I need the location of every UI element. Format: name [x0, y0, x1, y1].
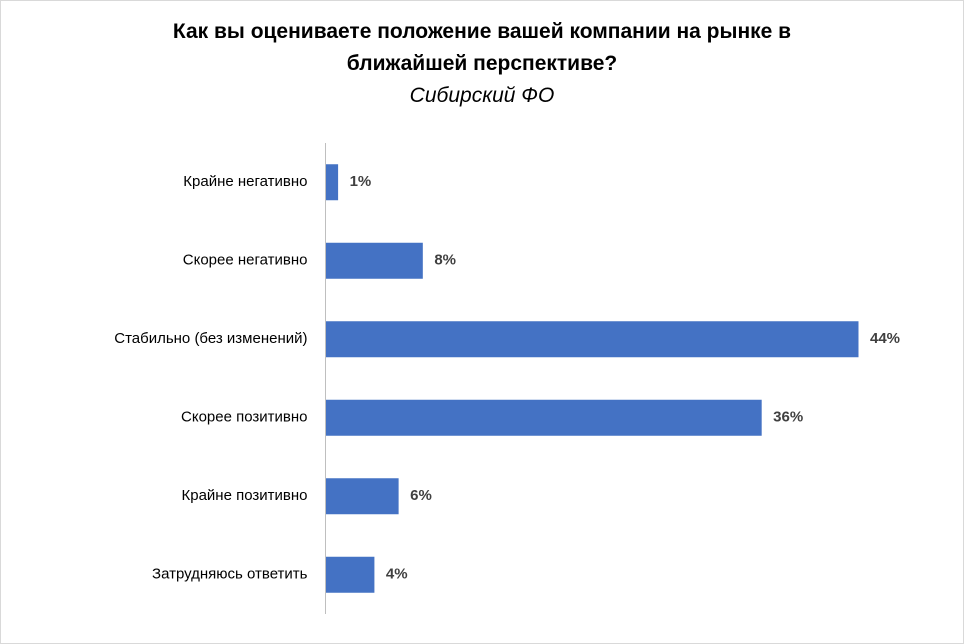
- chart-title-block: Как вы оцениваете положение вашей компан…: [0, 16, 964, 112]
- value-label: 6%: [410, 487, 432, 504]
- value-label: 8%: [434, 252, 456, 269]
- bar: [326, 556, 375, 593]
- bar: [326, 242, 423, 279]
- chart-subtitle: Сибирский ФО: [409, 84, 555, 107]
- chart-title: Как вы оцениваете положение вашей компан…: [172, 20, 792, 75]
- bar: [326, 164, 339, 201]
- bar: [326, 399, 762, 436]
- category-label: Стабильно (без изменений): [114, 330, 307, 347]
- value-label: 1%: [350, 173, 372, 190]
- category-label: Скорее позитивно: [181, 409, 308, 426]
- category-label: Крайне негативно: [183, 173, 307, 190]
- category-label: Скорее негативно: [183, 252, 308, 269]
- value-label: 44%: [870, 330, 900, 347]
- category-label: Затрудняюсь ответить: [152, 566, 308, 583]
- value-label: 4%: [386, 566, 408, 583]
- value-label: 36%: [773, 409, 803, 426]
- bar: [326, 478, 399, 515]
- category-label: Крайне позитивно: [182, 487, 308, 504]
- bar: [326, 321, 859, 358]
